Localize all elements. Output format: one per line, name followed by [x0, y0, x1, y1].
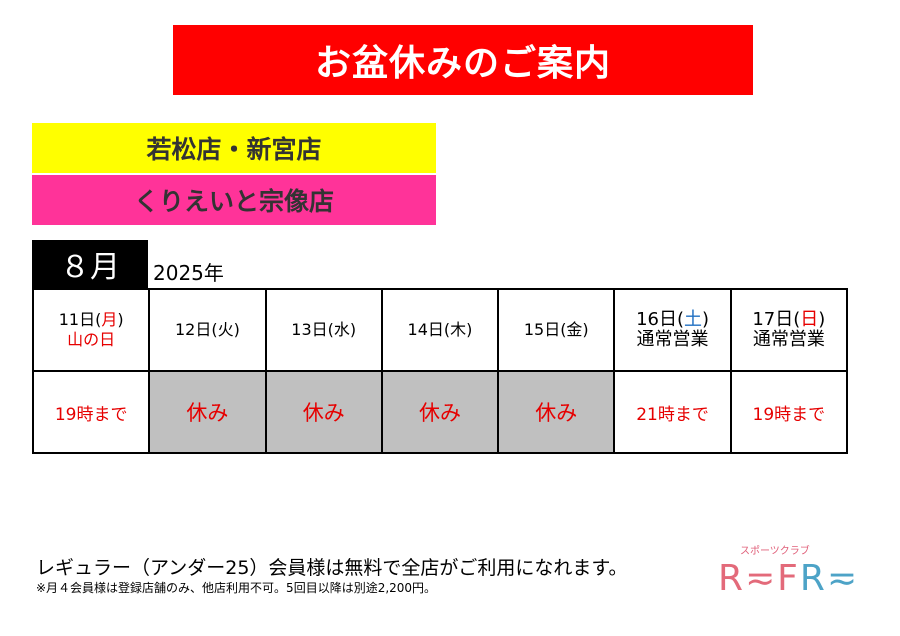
page-title: お盆休みのご案内	[314, 43, 611, 84]
status-cell-14: 休み	[380, 370, 500, 454]
store-bar-munakata: くりえいと宗像店	[32, 175, 436, 225]
date-row: 11日(月) 山の日 12日(火) 13日(水) 14日(木) 15日(金) 1…	[31, 288, 849, 372]
date-cell-11: 11日(月) 山の日	[31, 288, 151, 372]
store-bar-wakamatsu-shingu: 若松店・新宮店	[32, 123, 436, 173]
date-cell-16: 16日(土) 通常営業	[613, 288, 732, 372]
logo-subtitle: スポーツクラブ	[740, 546, 810, 557]
day-of-week: 月	[101, 310, 118, 329]
footer-note-text: ※月４会員様は登録店舗のみ、他店利用不可。5回目以降は別途2,200円。	[36, 581, 437, 595]
year-label: 2025年	[153, 261, 224, 285]
day-of-week: 土	[684, 309, 702, 330]
day-of-week: 日	[800, 309, 819, 330]
status-cell-13: 休み	[264, 370, 383, 454]
store-label: くりえいと宗像店	[133, 187, 334, 216]
date-cell-12: 12日(火)	[148, 288, 267, 372]
status-cell-16: 21時まで	[613, 370, 732, 454]
status-cell-11: 19時まで	[31, 370, 151, 454]
schedule-table: 11日(月) 山の日 12日(火) 13日(水) 14日(木) 15日(金) 1…	[31, 288, 849, 454]
footer-main-text: レギュラー（アンダー25）会員様は無料で全店がご利用になれます。	[36, 557, 628, 579]
date-cell-13: 13日(水)	[264, 288, 383, 372]
logo-wordmark: R≂FR≂	[718, 558, 860, 599]
date-cell-17: 17日(日) 通常営業	[729, 288, 849, 372]
business-note: 通常営業	[636, 329, 709, 350]
business-note: 通常営業	[752, 329, 825, 350]
status-cell-17: 19時まで	[729, 370, 849, 454]
date-cell-14: 14日(木)	[380, 288, 500, 372]
holiday-note: 山の日	[67, 330, 116, 349]
title-banner: お盆休みのご案内	[173, 25, 753, 95]
month-label-box: ８月	[32, 240, 148, 288]
status-cell-12: 休み	[148, 370, 267, 454]
date-cell-15: 15日(金)	[497, 288, 616, 372]
refre-logo: スポーツクラブ R≂FR≂	[718, 542, 857, 606]
status-row: 19時まで 休み 休み 休み 休み 21時まで 19時まで	[31, 370, 849, 454]
store-label: 若松店・新宮店	[146, 135, 322, 164]
month-label: ８月	[60, 250, 120, 285]
status-cell-15: 休み	[497, 370, 616, 454]
